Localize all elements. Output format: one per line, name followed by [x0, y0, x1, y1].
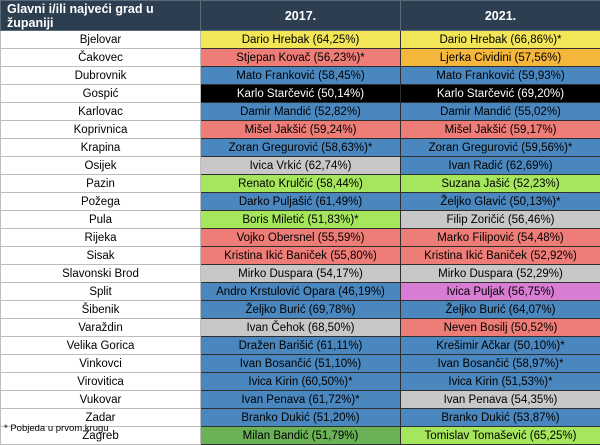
city-cell: Čakovec — [1, 49, 201, 67]
result-2017-cell: Milan Bandić (51,79%) — [201, 427, 401, 445]
result-2021-cell: Mirko Duspara (52,29%) — [401, 265, 600, 283]
result-2017-cell: Mirko Duspara (54,17%) — [201, 265, 401, 283]
result-2021-cell: Ivica Puljak (56,75%) — [401, 283, 600, 301]
city-cell: Rijeka — [1, 229, 201, 247]
city-cell: Požega — [1, 193, 201, 211]
result-2017-cell: Darko Puljašić (61,49%) — [201, 193, 401, 211]
result-2017-cell: Ivan Bosančić (51,10%) — [201, 355, 401, 373]
city-cell: Virovitica — [1, 373, 201, 391]
result-2021-cell: Mato Franković (59,93%) — [401, 67, 600, 85]
result-2017-cell: Boris Miletić (51,83%)* — [201, 211, 401, 229]
result-2017-cell: Renato Krulčić (58,44%) — [201, 175, 401, 193]
city-cell: Osijek — [1, 157, 201, 175]
city-cell: Varaždin — [1, 319, 201, 337]
result-2017-cell: Andro Krstulović Opara (46,19%) — [201, 283, 401, 301]
result-2017-cell: Ivica Kirin (60,50%)* — [201, 373, 401, 391]
result-2021-cell: Željko Glavić (50,13%)* — [401, 193, 600, 211]
result-2017-cell: Stjepan Kovač (56,23%)* — [201, 49, 401, 67]
result-2021-cell: Marko Filipović (54,48%) — [401, 229, 600, 247]
result-2021-cell: Dario Hrebak (66,86%)* — [401, 31, 600, 49]
result-2017-cell: Zoran Gregurović (58,63%)* — [201, 139, 401, 157]
city-cell: Gospić — [1, 85, 201, 103]
result-2017-cell: Mato Franković (58,45%) — [201, 67, 401, 85]
result-2021-cell: Ljerka Cividini (57,56%) — [401, 49, 600, 67]
city-cell: Split — [1, 283, 201, 301]
city-cell: Bjelovar — [1, 31, 201, 49]
result-2017-cell: Damir Mandić (52,82%) — [201, 103, 401, 121]
result-2017-cell: Ivan Čehok (68,50%) — [201, 319, 401, 337]
result-2017-cell: Dario Hrebak (64,25%) — [201, 31, 401, 49]
city-cell: Karlovac — [1, 103, 201, 121]
result-2017-cell: Karlo Starčević (50,14%) — [201, 85, 401, 103]
result-2021-cell: Tomislav Tomašević (65,25%) — [401, 427, 600, 445]
city-cell: Šibenik — [1, 301, 201, 319]
result-2021-cell: Branko Dukić (53,87%) — [401, 409, 600, 427]
result-2021-cell: Neven Bosilj (50,52%) — [401, 319, 600, 337]
result-2021-cell: Krešimir Ačkar (50,10%)* — [401, 337, 600, 355]
header-2017: 2017. — [201, 1, 401, 31]
city-cell: Vukovar — [1, 391, 201, 409]
result-2021-cell: Filip Zoričić (56,46%) — [401, 211, 600, 229]
result-2017-cell: Željko Burić (69,78%) — [201, 301, 401, 319]
footnote: * Pobjeda u prvom krugu — [4, 423, 109, 434]
city-cell: Vinkovci — [1, 355, 201, 373]
result-2021-cell: Ivan Penava (54,35%) — [401, 391, 600, 409]
city-cell: Dubrovnik — [1, 67, 201, 85]
result-2017-cell: Ivan Penava (61,72%)* — [201, 391, 401, 409]
header-city: Glavni i/ili najveći grad u županiji — [1, 1, 201, 31]
city-cell: Slavonski Brod — [1, 265, 201, 283]
result-2017-cell: Vojko Obersnel (55,59%) — [201, 229, 401, 247]
result-2021-cell: Željko Burić (64,07%) — [401, 301, 600, 319]
result-2021-cell: Kristina Ikić Baniček (52,92%) — [401, 247, 600, 265]
result-2021-cell: Suzana Jašić (52,23%) — [401, 175, 600, 193]
result-2021-cell: Karlo Starčević (69,20%) — [401, 85, 600, 103]
header-2021: 2021. — [401, 1, 600, 31]
city-cell: Velika Gorica — [1, 337, 201, 355]
result-2017-cell: Branko Dukić (51,20%) — [201, 409, 401, 427]
city-cell: Krapina — [1, 139, 201, 157]
result-2021-cell: Mišel Jakšić (59,17%) — [401, 121, 600, 139]
city-cell: Pazin — [1, 175, 201, 193]
header-row: Glavni i/ili najveći grad u županiji 201… — [1, 1, 600, 31]
result-2021-cell: Ivan Bosančić (58,97%)* — [401, 355, 600, 373]
result-2021-cell: Ivica Kirin (51,53%)* — [401, 373, 600, 391]
result-2017-cell: Ivica Vrkić (62,74%) — [201, 157, 401, 175]
city-cell: Pula — [1, 211, 201, 229]
city-cell: Sisak — [1, 247, 201, 265]
city-cell: Koprivnica — [1, 121, 201, 139]
result-2021-cell: Zoran Gregurović (59,56%)* — [401, 139, 600, 157]
table-header: Glavni i/ili najveći grad u županiji 201… — [1, 1, 600, 31]
result-2017-cell: Dražen Barišić (61,11%) — [201, 337, 401, 355]
result-2021-cell: Damir Mandić (55,02%) — [401, 103, 600, 121]
result-2017-cell: Mišel Jakšić (59,24%) — [201, 121, 401, 139]
result-2021-cell: Ivan Radić (62,69%) — [401, 157, 600, 175]
result-2017-cell: Kristina Ikić Baniček (55,80%) — [201, 247, 401, 265]
